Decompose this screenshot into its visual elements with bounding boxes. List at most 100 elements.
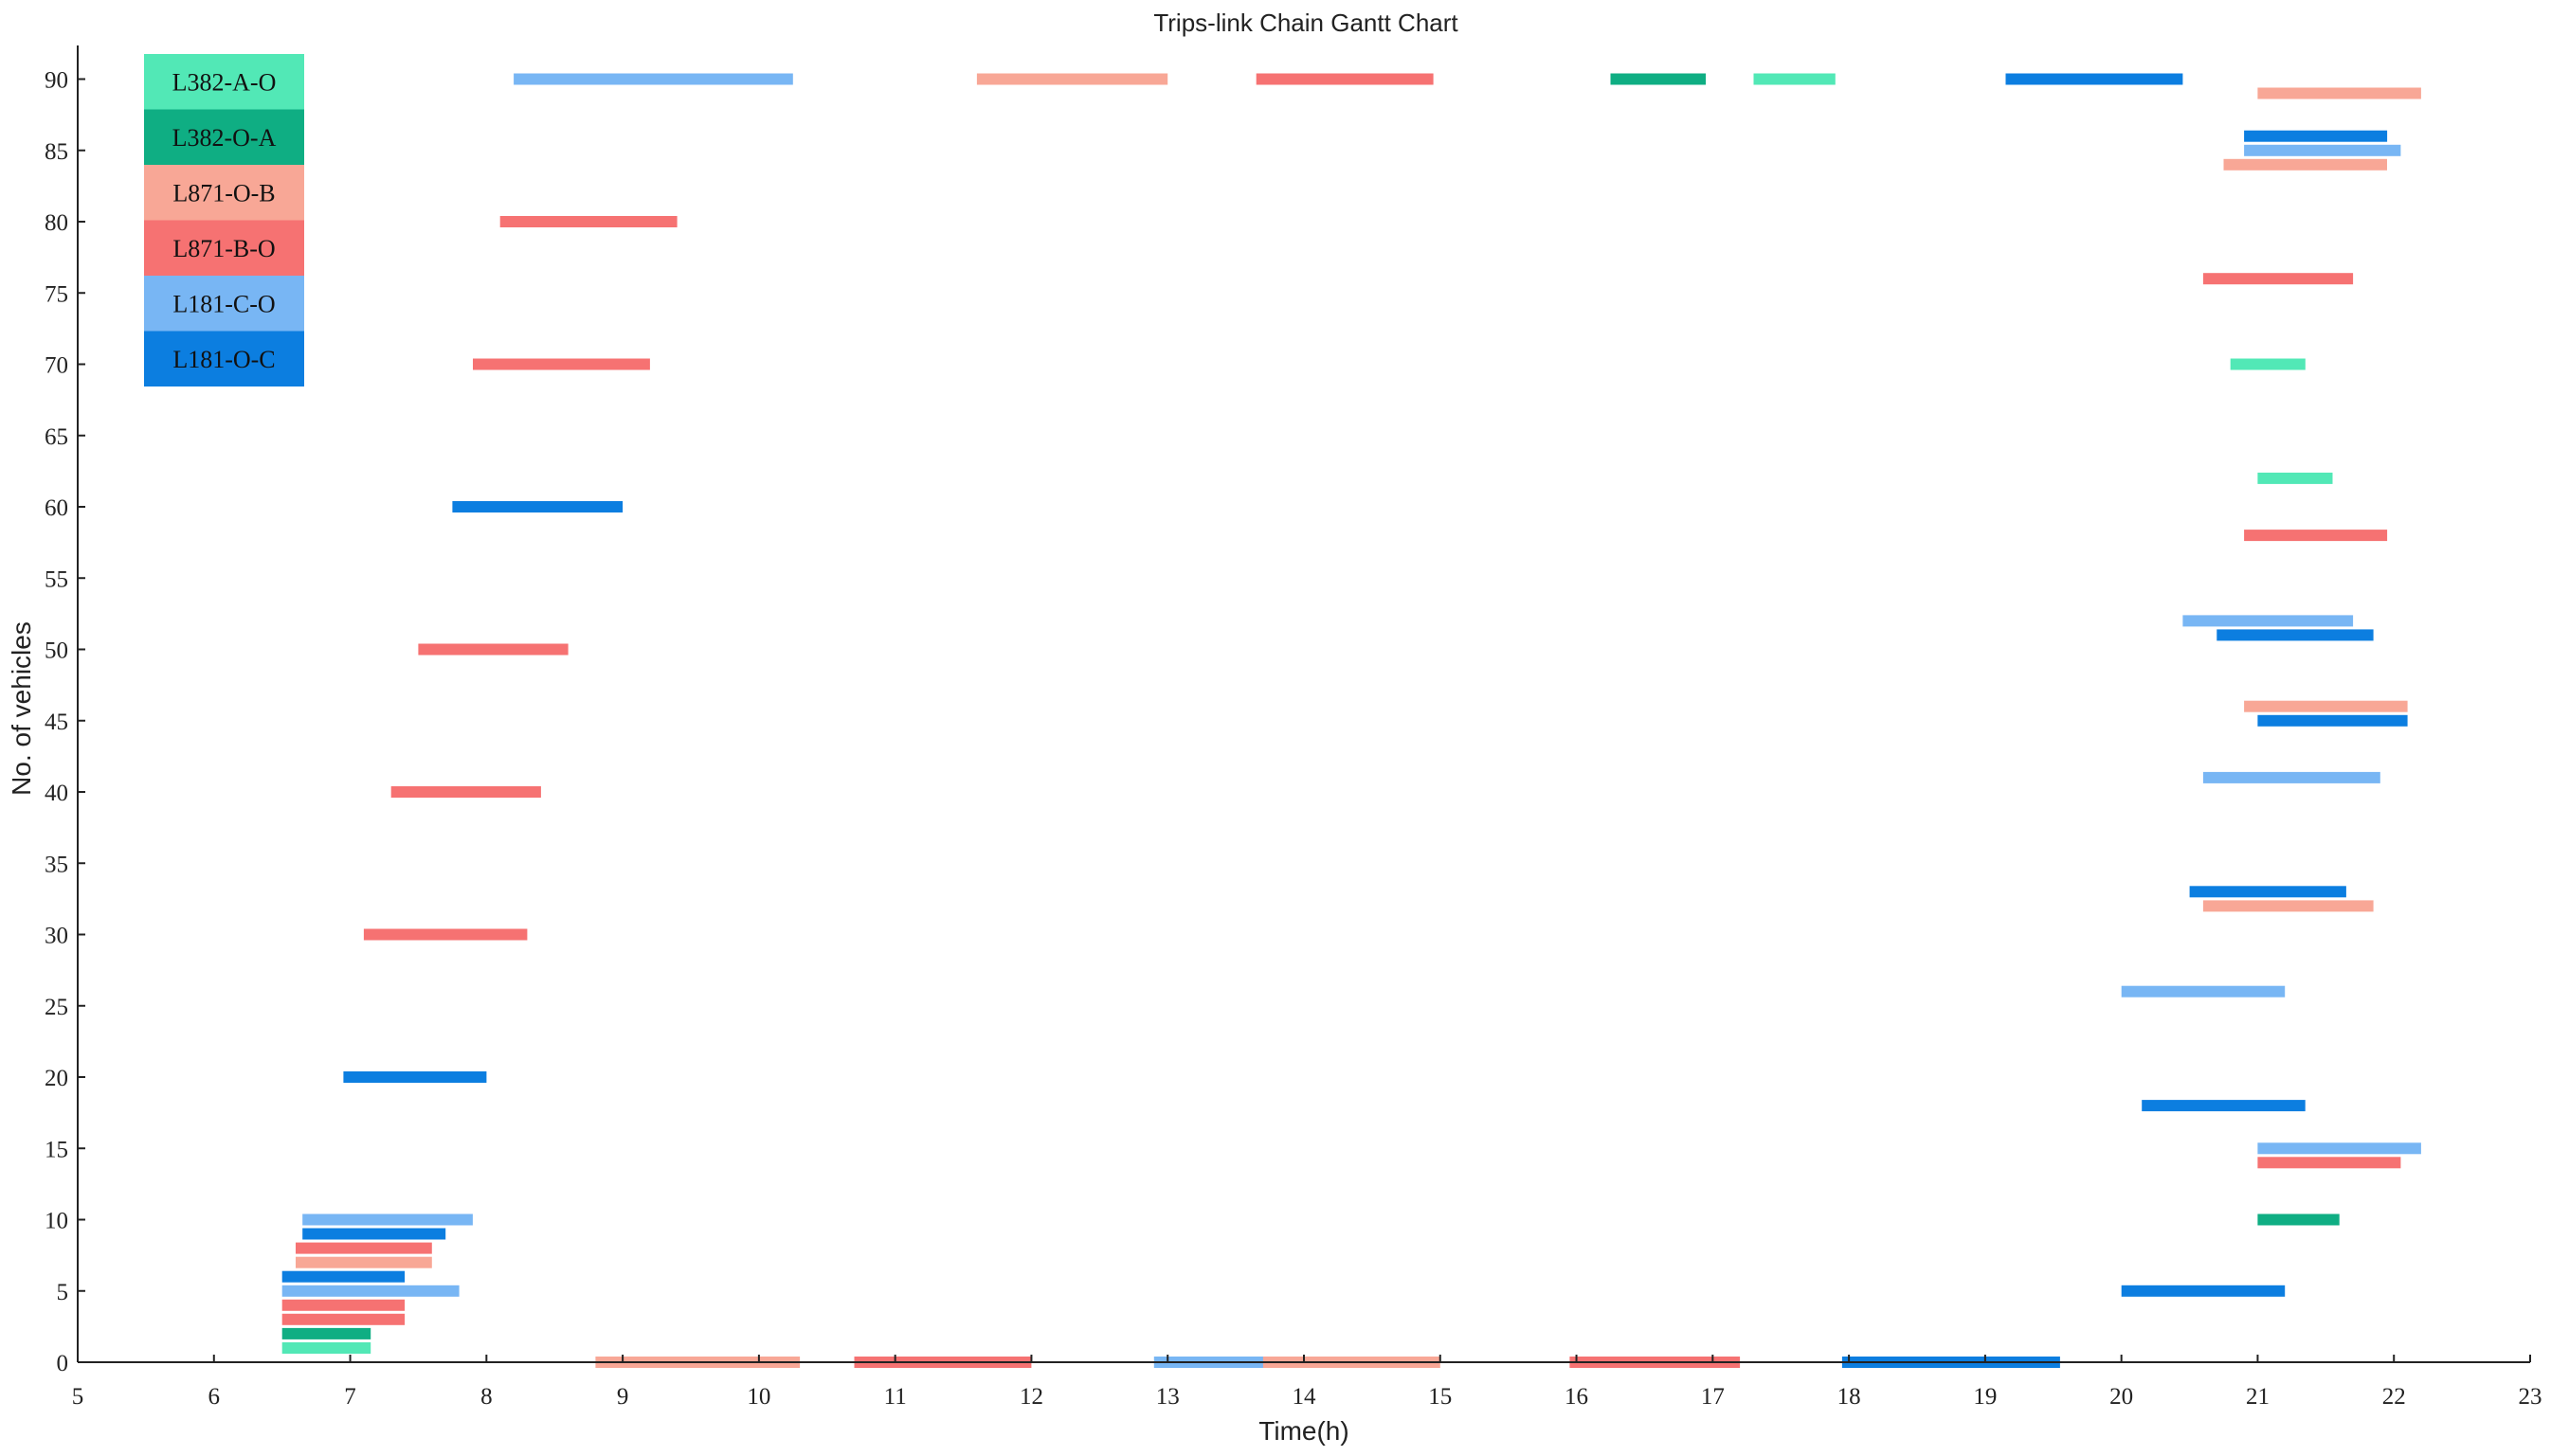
gantt-bar-l181-c-o-v85-32	[2244, 144, 2401, 156]
y-tick-label-35: 35	[45, 852, 68, 877]
gantt-bar-l871-b-o-v70-15	[473, 358, 650, 370]
gantt-bar-l871-o-b-v46-36	[2244, 700, 2408, 712]
gantt-bar-l181-c-o-v52-39	[2182, 615, 2354, 627]
y-tick-label-0: 0	[57, 1351, 69, 1376]
x-ticks: 5 6 7 8 9 10 11 12 13 14 15 16 17 18 19 20 21 22 23	[72, 1355, 2542, 1410]
x-tick-label-11: 11	[884, 1384, 907, 1410]
legend-swatch-l181-c-o	[144, 276, 304, 332]
y-tick-label-45: 45	[45, 710, 68, 735]
gantt-bar-l181-o-c-v33-45	[2189, 886, 2346, 898]
y-tick-label-55: 55	[45, 566, 68, 592]
x-tick-label-19: 19	[1973, 1384, 1997, 1410]
gantt-bar-l382-o-a-v90-26	[1610, 73, 1707, 85]
legend-label-l382-o-a: L382-O-A	[172, 124, 277, 152]
y-tick-label-60: 60	[45, 495, 68, 521]
y-axis-label: No. of vehicles	[7, 621, 36, 796]
gantt-bar-l871-b-o-v50-13	[418, 643, 569, 656]
legend-swatch-l181-o-c	[144, 331, 304, 386]
x-tick-label-17: 17	[1701, 1384, 1725, 1410]
legend-label-l181-c-o: L181-C-O	[172, 290, 275, 317]
y-tick-label-10: 10	[45, 1209, 68, 1234]
gantt-bar-l181-o-c-v6-5	[281, 1270, 406, 1283]
gantt-bar-l382-a-o-v62-44	[2257, 472, 2333, 484]
gantt-bar-l181-c-o-v90-17	[514, 73, 793, 85]
gantt-bar-l871-b-o-v14-35	[2257, 1157, 2401, 1169]
gantt-bar-l181-c-o-v10-9	[302, 1213, 473, 1226]
y-tick-label-30: 30	[45, 924, 68, 949]
legend-label-l382-a-o: L382-A-O	[172, 68, 277, 96]
gantt-bar-l181-o-c-v90-28	[2005, 73, 2183, 85]
legend-swatch-l382-a-o	[144, 54, 304, 110]
legend-swatch-l871-b-o	[144, 220, 304, 276]
gantt-bar-l871-b-o-v58-41	[2244, 530, 2388, 542]
x-tick-label-14: 14	[1293, 1384, 1317, 1410]
x-tick-label-6: 6	[208, 1384, 221, 1410]
gantt-bar-l382-a-o-v70-43	[2230, 358, 2306, 370]
y-tick-label-5: 5	[57, 1280, 69, 1305]
gantt-bar-l871-o-b-v90-24	[976, 73, 1168, 85]
legend-swatch-l382-o-a	[144, 109, 304, 165]
x-tick-label-5: 5	[72, 1384, 84, 1410]
gantt-bar-l181-o-c-v86-31	[2244, 130, 2388, 142]
y-tick-label-25: 25	[45, 995, 68, 1020]
x-tick-label-7: 7	[344, 1384, 356, 1410]
gantt-bar-l181-o-c-v20-10	[343, 1071, 487, 1083]
x-axis-label: Time(h)	[1258, 1416, 1348, 1446]
gantt-bar-l181-o-c-v9-8	[302, 1228, 446, 1240]
x-tick-label-9: 9	[617, 1384, 629, 1410]
gantt-bar-l382-a-o-v1-0	[281, 1342, 371, 1354]
gantt-bar-l382-o-a-v10-30	[2257, 1213, 2340, 1226]
y-tick-label-85: 85	[45, 139, 68, 165]
x-tick-label-13: 13	[1156, 1384, 1180, 1410]
y-tick-label-65: 65	[45, 424, 68, 450]
y-tick-label-50: 50	[45, 638, 68, 664]
gantt-bar-l871-b-o-v3-2	[281, 1313, 406, 1325]
gantt-bar-l871-o-b-v89-29	[2257, 87, 2421, 99]
y-tick-label-75: 75	[45, 281, 68, 307]
gantt-bar-l382-o-a-v2-1	[281, 1327, 371, 1339]
x-tick-label-20: 20	[2109, 1384, 2133, 1410]
gantt-bar-l181-c-o-v41-38	[2202, 771, 2380, 783]
x-tick-label-15: 15	[1428, 1384, 1452, 1410]
y-tick-label-70: 70	[45, 353, 68, 379]
legend-label-l181-o-c: L181-O-C	[172, 346, 275, 373]
y-tick-label-20: 20	[45, 1066, 68, 1091]
axes-layer	[77, 45, 2530, 1363]
gantt-bar-l181-c-o-v26-48	[2121, 985, 2286, 998]
y-tick-label-90: 90	[45, 68, 68, 94]
gantt-bar-l382-a-o-v90-27	[1753, 73, 1836, 85]
gantt-bar-l181-c-o-v15-34	[2257, 1142, 2421, 1155]
gantt-bar-l871-b-o-v40-12	[390, 786, 541, 798]
x-tick-label-18: 18	[1837, 1384, 1861, 1410]
x-tick-label-10: 10	[747, 1384, 770, 1410]
gantt-bar-l871-o-b-v84-33	[2223, 158, 2387, 171]
x-tick-label-23: 23	[2519, 1384, 2542, 1410]
gantt-bar-l181-o-c-v5-49	[2121, 1285, 2286, 1297]
legend-label-l871-b-o: L871-B-O	[172, 235, 275, 262]
gantt-bar-l181-o-c-v18-47	[2142, 1100, 2306, 1112]
gantt-bar-l871-b-o-v90-25	[1256, 73, 1434, 85]
bars-layer	[281, 73, 2421, 1368]
gantt-bar-l871-b-o-v30-11	[363, 928, 528, 941]
legend: L382-A-O L382-O-A L871-O-B L871-B-O L181-C-O…	[144, 54, 304, 386]
gantt-bar-l181-o-c-v60-14	[452, 501, 624, 512]
gantt-bar-l181-c-o-v5-4	[281, 1285, 460, 1297]
gantt-bar-l871-b-o-v8-7	[296, 1242, 432, 1254]
legend-label-l871-o-b: L871-O-B	[172, 179, 275, 207]
y-tick-label-40: 40	[45, 781, 68, 806]
x-tick-label-16: 16	[1565, 1384, 1588, 1410]
legend-swatch-l871-o-b	[144, 165, 304, 221]
x-tick-label-12: 12	[1020, 1384, 1043, 1410]
gantt-bar-l181-o-c-v45-37	[2257, 714, 2408, 727]
gantt-bar-l871-o-b-v7-6	[296, 1256, 432, 1268]
gantt-bar-l871-b-o-v76-42	[2202, 273, 2354, 285]
y-tick-label-80: 80	[45, 210, 68, 236]
x-tick-label-21: 21	[2246, 1384, 2270, 1410]
y-ticks: 0 5 10 15 20 25 30 35 40 45 50 55 60 65 70 75 80 85 90	[45, 68, 85, 1376]
y-tick-label-15: 15	[45, 1137, 68, 1162]
x-tick-label-22: 22	[2382, 1384, 2406, 1410]
chart-title: Trips-link Chain Gantt Chart	[1153, 9, 1458, 37]
x-tick-label-8: 8	[480, 1384, 493, 1410]
gantt-bar-l871-b-o-v80-16	[499, 216, 678, 227]
